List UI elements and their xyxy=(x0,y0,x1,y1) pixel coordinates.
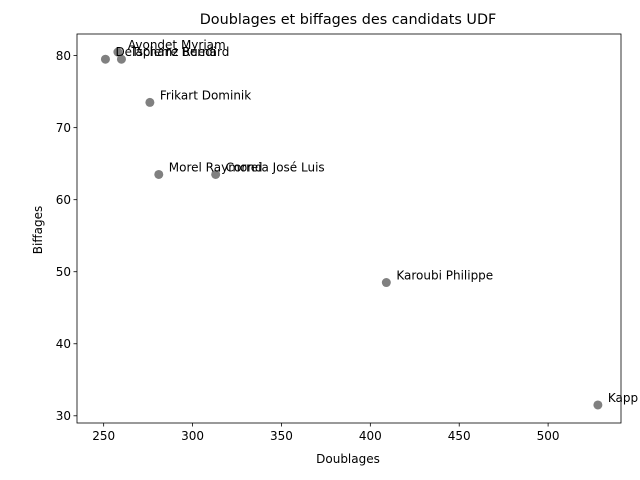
y-tick-label: 50 xyxy=(56,265,71,279)
plot-area: 250 300 350 400 450 500 30 40 50 60 70 80 Avondet My… xyxy=(56,33,638,443)
y-tick-label: 70 xyxy=(56,121,71,135)
x-tick-label: 300 xyxy=(181,429,204,443)
y-tick-label: 30 xyxy=(56,409,71,423)
x-tick-label: 400 xyxy=(359,429,382,443)
y-tick-label: 80 xyxy=(56,49,71,63)
data-point xyxy=(211,169,221,179)
data-point xyxy=(116,54,126,64)
point-label: Kapp xyxy=(608,391,638,405)
data-point xyxy=(593,400,603,410)
point-label: Delapierre Bernard xyxy=(115,45,229,59)
x-tick-label: 500 xyxy=(537,429,560,443)
x-tick-label: 350 xyxy=(270,429,293,443)
data-point xyxy=(100,54,110,64)
point-label: Frikart Dominik xyxy=(160,88,251,102)
data-point xyxy=(154,169,164,179)
x-axis-label: Doublages xyxy=(316,452,380,466)
data-point xyxy=(381,278,391,288)
data-point xyxy=(113,47,123,57)
point-label: Correia José Luis xyxy=(226,160,325,174)
point-label: Tschanz Ruedi xyxy=(130,45,216,59)
x-tick-label: 250 xyxy=(92,429,115,443)
point-label: Karoubi Philippe xyxy=(396,269,493,283)
point-label: Morel Raymond xyxy=(169,160,263,174)
chart-title: Doublages et biffages des candidats UDF xyxy=(200,12,497,28)
y-tick-label: 60 xyxy=(56,193,71,207)
y-tick-label: 40 xyxy=(56,337,71,351)
data-point xyxy=(145,97,155,107)
x-tick-label: 450 xyxy=(448,429,471,443)
plot-frame xyxy=(76,33,622,424)
point-label: Avondet Myriam xyxy=(128,38,226,52)
y-axis-label: Biffages xyxy=(31,206,45,254)
